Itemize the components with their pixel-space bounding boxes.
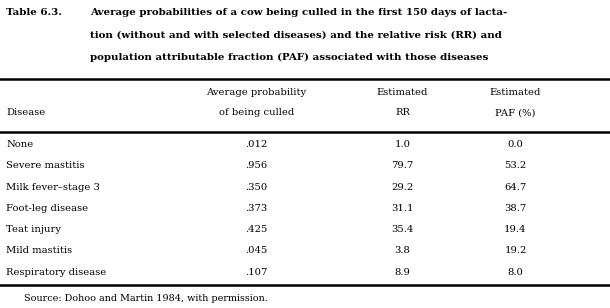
- Text: Disease: Disease: [6, 108, 45, 117]
- Text: of being culled: of being culled: [218, 108, 294, 117]
- Text: Source: Dohoo and Martin 1984, with permission.: Source: Dohoo and Martin 1984, with perm…: [24, 294, 268, 303]
- Text: Respiratory disease: Respiratory disease: [6, 268, 106, 277]
- Text: 8.9: 8.9: [395, 268, 411, 277]
- Text: 1.0: 1.0: [395, 140, 411, 149]
- Text: Table 6.3.: Table 6.3.: [6, 8, 62, 17]
- Text: .012: .012: [245, 140, 267, 149]
- Text: Milk fever–stage 3: Milk fever–stage 3: [6, 183, 100, 192]
- Text: 64.7: 64.7: [504, 183, 526, 192]
- Text: Severe mastitis: Severe mastitis: [6, 161, 85, 170]
- Text: .425: .425: [245, 225, 267, 234]
- Text: .373: .373: [245, 204, 267, 213]
- Text: Teat injury: Teat injury: [6, 225, 61, 234]
- Text: 3.8: 3.8: [395, 246, 411, 255]
- Text: .107: .107: [245, 268, 267, 277]
- Text: Average probabilities of a cow being culled in the first 150 days of lacta-: Average probabilities of a cow being cul…: [90, 8, 508, 17]
- Text: 31.1: 31.1: [392, 204, 414, 213]
- Text: 0.0: 0.0: [508, 140, 523, 149]
- Text: None: None: [6, 140, 34, 149]
- Text: 35.4: 35.4: [392, 225, 414, 234]
- Text: PAF (%): PAF (%): [495, 108, 536, 117]
- Text: 53.2: 53.2: [504, 161, 526, 170]
- Text: Estimated: Estimated: [377, 88, 428, 97]
- Text: 19.2: 19.2: [504, 246, 526, 255]
- Text: population attributable fraction (PAF) associated with those diseases: population attributable fraction (PAF) a…: [90, 53, 489, 62]
- Text: tion (without and with selected diseases) and the relative risk (RR) and: tion (without and with selected diseases…: [90, 30, 502, 39]
- Text: Average probability: Average probability: [206, 88, 306, 97]
- Text: 38.7: 38.7: [504, 204, 526, 213]
- Text: RR: RR: [395, 108, 410, 117]
- Text: Estimated: Estimated: [490, 88, 541, 97]
- Text: Foot-leg disease: Foot-leg disease: [6, 204, 88, 213]
- Text: Mild mastitis: Mild mastitis: [6, 246, 72, 255]
- Text: 29.2: 29.2: [392, 183, 414, 192]
- Text: .956: .956: [245, 161, 267, 170]
- Text: .045: .045: [245, 246, 267, 255]
- Text: 8.0: 8.0: [508, 268, 523, 277]
- Text: 19.4: 19.4: [504, 225, 526, 234]
- Text: .350: .350: [245, 183, 267, 192]
- Text: 79.7: 79.7: [392, 161, 414, 170]
